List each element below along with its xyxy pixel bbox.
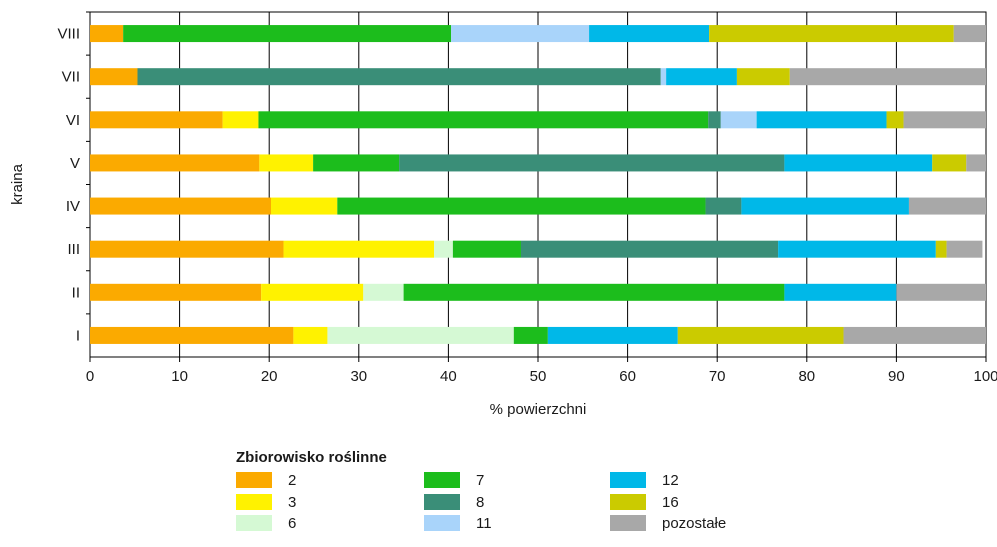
y-tick-label: I xyxy=(76,327,80,344)
bar-segment xyxy=(720,111,757,129)
x-tick-label: 90 xyxy=(888,368,905,385)
bar-segment xyxy=(90,154,260,172)
legend-label: 2 xyxy=(288,472,296,489)
x-tick-label: 10 xyxy=(171,368,188,385)
y-tick-label: III xyxy=(67,241,80,258)
bar-segment xyxy=(90,240,284,258)
bar-segment xyxy=(293,326,328,344)
bar-segment xyxy=(908,197,986,215)
bar-segment xyxy=(778,240,936,258)
legend-swatch xyxy=(610,472,646,488)
bar-segment xyxy=(313,154,400,172)
legend-label: pozostałe xyxy=(662,515,726,532)
bar-segment xyxy=(283,240,435,258)
bar-segment xyxy=(666,68,737,86)
x-tick-label: 80 xyxy=(798,368,815,385)
legend-label: 11 xyxy=(476,515,492,532)
bar-segment xyxy=(90,326,294,344)
legend-swatch xyxy=(610,515,646,531)
legend-swatch xyxy=(424,515,460,531)
x-tick-label: 0 xyxy=(86,368,94,385)
legend-label: 12 xyxy=(662,472,679,489)
legend-label: 7 xyxy=(476,472,484,489)
x-tick-label: 20 xyxy=(261,368,278,385)
legend-swatch xyxy=(236,515,272,531)
bar-segment xyxy=(736,68,790,86)
legend-title: Zbiorowisko roślinne xyxy=(236,449,387,466)
x-tick-label: 60 xyxy=(619,368,636,385)
bar-segment xyxy=(137,68,661,86)
x-tick-label: 30 xyxy=(350,368,367,385)
legend-label: 8 xyxy=(476,494,484,511)
bar-segment xyxy=(403,283,785,301)
bar-segment xyxy=(784,283,897,301)
y-tick-label: IV xyxy=(66,198,80,215)
y-axis-label: kraina xyxy=(9,163,26,205)
legend-swatch xyxy=(424,472,460,488)
y-tick-label: VII xyxy=(62,69,80,86)
bar-segment xyxy=(932,154,967,172)
bar-segment xyxy=(90,68,138,86)
bar-segment xyxy=(222,111,259,129)
y-tick-label: II xyxy=(72,284,80,301)
bar-segment xyxy=(789,68,986,86)
bar-segment xyxy=(708,111,721,129)
bar-segment xyxy=(90,111,223,129)
bar-segment xyxy=(784,154,933,172)
legend-label: 3 xyxy=(288,494,296,511)
x-tick-label: 50 xyxy=(530,368,547,385)
bar-segment xyxy=(261,283,364,301)
bar-segment xyxy=(90,25,124,43)
bar-segment xyxy=(270,197,338,215)
legend-label: 16 xyxy=(662,494,679,511)
bar-segment xyxy=(843,326,986,344)
bar-segment xyxy=(90,283,262,301)
x-tick-label: 40 xyxy=(440,368,457,385)
bar-segment xyxy=(90,197,271,215)
bar-segment xyxy=(451,25,590,43)
bar-segment xyxy=(327,326,514,344)
bar-segment xyxy=(946,240,983,258)
bar-segment xyxy=(123,25,452,43)
bar-segment xyxy=(756,111,887,129)
x-axis-label: % powierzchni xyxy=(490,401,587,418)
legend-label: 6 xyxy=(288,515,296,532)
y-tick-label: VI xyxy=(66,112,80,129)
x-tick-label: 70 xyxy=(709,368,726,385)
bar-segment xyxy=(399,154,785,172)
bar-segment xyxy=(886,111,904,129)
legend-swatch xyxy=(236,472,272,488)
bar-segment xyxy=(520,240,779,258)
bar-segment xyxy=(709,25,954,43)
legend-swatch xyxy=(610,494,646,510)
bar-segment xyxy=(513,326,548,344)
legend-swatch xyxy=(236,494,272,510)
bar-segment xyxy=(966,154,986,172)
y-tick-label: V xyxy=(70,155,80,172)
bar-segment xyxy=(903,111,986,129)
bar-segment xyxy=(434,240,453,258)
bar-segment xyxy=(258,111,709,129)
bar-segment xyxy=(547,326,678,344)
bar-segment xyxy=(660,68,667,86)
bar-segment xyxy=(896,283,986,301)
x-tick-label: 100 xyxy=(973,368,997,385)
bar-segment xyxy=(741,197,909,215)
legend-swatch xyxy=(424,494,460,510)
y-tick-label: VIII xyxy=(57,26,80,43)
bar-segment xyxy=(337,197,706,215)
bar-segment xyxy=(363,283,404,301)
bar-segment xyxy=(935,240,947,258)
bar-segment xyxy=(589,25,710,43)
bar-segment xyxy=(259,154,314,172)
bar-segment xyxy=(452,240,521,258)
bar-segment xyxy=(677,326,844,344)
bar-segment xyxy=(953,25,986,43)
bar-segment xyxy=(705,197,742,215)
